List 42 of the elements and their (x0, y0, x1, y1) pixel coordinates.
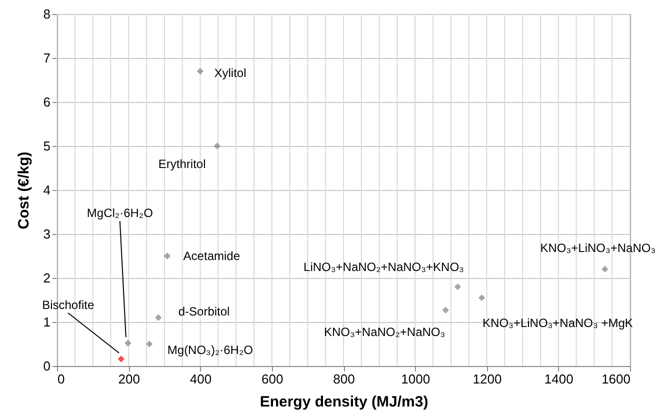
x-tick-label: 0 (58, 372, 65, 386)
y-tick-label: 1 (43, 314, 50, 330)
annotation: KNO₃+LiNO₃+NaNO₃ +MgK (482, 316, 633, 330)
y-tick-label: 0 (43, 358, 50, 374)
y-tick-label: 5 (43, 138, 50, 154)
annotation: Erythritol (158, 157, 206, 171)
annotation: Acetamide (183, 249, 240, 263)
point (196, 68, 204, 75)
annotation: LiNO₃+NaNO₂+NaNO₃+KNO₃ (304, 260, 464, 274)
point (146, 340, 153, 348)
y-tick-label: 4 (43, 182, 50, 198)
y-tick-label: 8 (43, 6, 50, 22)
point (478, 294, 486, 302)
point (602, 266, 608, 273)
x-axis-title: Energy density (MJ/m3) (260, 394, 428, 410)
x-tick-label: 1400 (544, 372, 574, 386)
annotation: KNO₃+LiNO₃+NaNO₃ (540, 241, 656, 256)
y-axis-title: Cost (€/kg) (15, 152, 32, 230)
x-tick-label: 1600 (602, 372, 630, 386)
y-tick-label: 7 (43, 50, 50, 66)
y-tick-label: 3 (43, 226, 50, 242)
x-tick-label: 800 (333, 372, 355, 386)
annotation: Mg(NO₃)₂·6H₂O (167, 343, 253, 357)
x-tick-label: 1000 (401, 372, 430, 386)
point (124, 340, 132, 346)
annotation: Xylitol (214, 66, 246, 80)
annotation: d-Sorbitol (178, 304, 230, 319)
y-tick-label: 6 (43, 94, 50, 110)
point (214, 142, 220, 150)
x-tick-label: 1200 (472, 372, 502, 386)
point (442, 306, 449, 314)
x-tick-label: 600 (262, 372, 284, 386)
annotation: Bischofite (42, 298, 94, 312)
annotation: KNO₃+NaNO₂+NaNO₃ (324, 325, 446, 340)
point (118, 356, 124, 362)
y-tick-label: 2 (43, 270, 50, 286)
point (454, 283, 462, 290)
point (154, 314, 162, 321)
x-tick-label: 200 (118, 372, 140, 386)
point (164, 252, 171, 260)
x-tick-label: 400 (190, 372, 212, 386)
annotation: MgCl₂·6H₂O (86, 206, 153, 220)
